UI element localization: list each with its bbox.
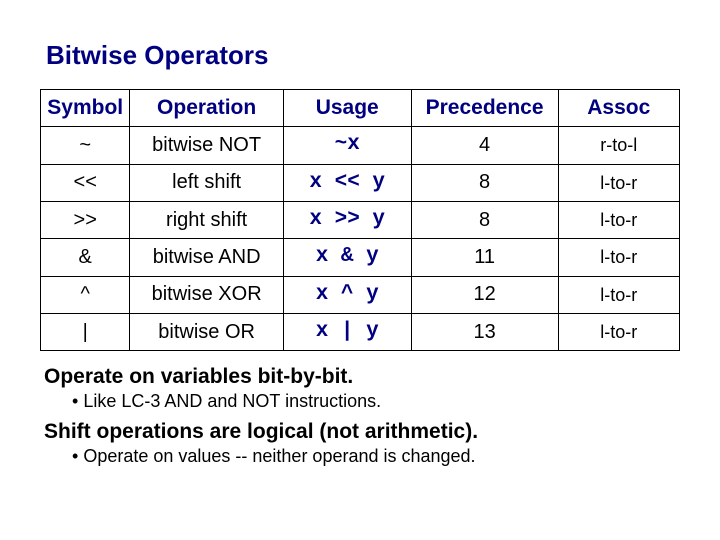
cell-operation: bitwise OR	[130, 314, 283, 351]
cell-precedence: 8	[411, 202, 558, 239]
col-precedence: Precedence	[411, 90, 558, 127]
table-row: ~ bitwise NOT ~x 4 r-to-l	[41, 127, 680, 164]
cell-assoc: l-to-r	[558, 314, 679, 351]
col-assoc: Assoc	[558, 90, 679, 127]
col-usage: Usage	[283, 90, 411, 127]
note-bullet-2: Operate on values -- neither operand is …	[72, 446, 680, 467]
col-operation: Operation	[130, 90, 283, 127]
cell-operation: left shift	[130, 164, 283, 201]
operators-table: Symbol Operation Usage Precedence Assoc …	[40, 89, 680, 351]
cell-usage: x >> y	[283, 202, 411, 239]
cell-usage: ~x	[283, 127, 411, 164]
cell-precedence: 8	[411, 164, 558, 201]
cell-symbol: ~	[41, 127, 130, 164]
table-header-row: Symbol Operation Usage Precedence Assoc	[41, 90, 680, 127]
cell-operation: bitwise AND	[130, 239, 283, 276]
table-row: | bitwise OR x | y 13 l-to-r	[41, 314, 680, 351]
cell-precedence: 13	[411, 314, 558, 351]
cell-precedence: 11	[411, 239, 558, 276]
cell-precedence: 4	[411, 127, 558, 164]
col-symbol: Symbol	[41, 90, 130, 127]
cell-symbol: &	[41, 239, 130, 276]
note-line-1: Operate on variables bit-by-bit.	[44, 365, 680, 389]
cell-usage: x & y	[283, 239, 411, 276]
cell-assoc: l-to-r	[558, 239, 679, 276]
page-title: Bitwise Operators	[46, 40, 680, 71]
table-row: << left shift x << y 8 l-to-r	[41, 164, 680, 201]
cell-assoc: l-to-r	[558, 164, 679, 201]
cell-usage: x | y	[283, 314, 411, 351]
note-line-2: Shift operations are logical (not arithm…	[44, 420, 680, 444]
cell-symbol: >>	[41, 202, 130, 239]
cell-symbol: ^	[41, 276, 130, 313]
cell-assoc: l-to-r	[558, 202, 679, 239]
cell-operation: bitwise NOT	[130, 127, 283, 164]
cell-usage: x << y	[283, 164, 411, 201]
cell-operation: right shift	[130, 202, 283, 239]
cell-usage: x ^ y	[283, 276, 411, 313]
note-bullet-1: Like LC-3 AND and NOT instructions.	[72, 391, 680, 412]
notes-section: Operate on variables bit-by-bit. Like LC…	[44, 365, 680, 467]
cell-operation: bitwise XOR	[130, 276, 283, 313]
table-row: & bitwise AND x & y 11 l-to-r	[41, 239, 680, 276]
cell-assoc: r-to-l	[558, 127, 679, 164]
table-row: >> right shift x >> y 8 l-to-r	[41, 202, 680, 239]
cell-assoc: l-to-r	[558, 276, 679, 313]
cell-precedence: 12	[411, 276, 558, 313]
cell-symbol: |	[41, 314, 130, 351]
cell-symbol: <<	[41, 164, 130, 201]
table-row: ^ bitwise XOR x ^ y 12 l-to-r	[41, 276, 680, 313]
